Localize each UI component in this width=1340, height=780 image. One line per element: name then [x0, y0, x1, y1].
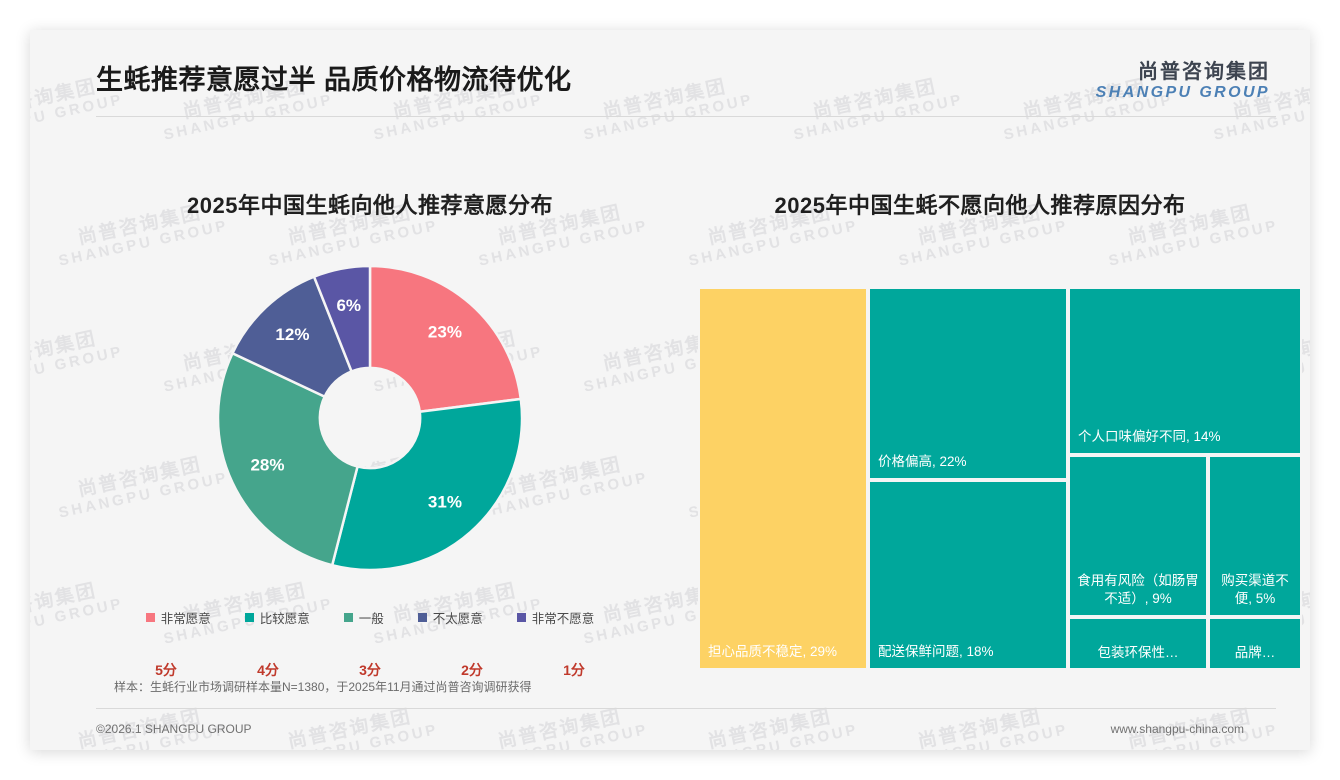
donut-slice[interactable] [216, 351, 360, 567]
treemap-cell[interactable]: 购买渠道不便, 5% [1208, 455, 1302, 617]
donut-slice[interactable] [230, 275, 354, 399]
treemap-cell[interactable]: 个人口味偏好不同, 14% [1068, 287, 1302, 455]
score-label: 3分 [359, 662, 381, 678]
donut-legend: 非常愿意 比较愿意 一般 不太愿意 非常不愿意 [70, 608, 670, 627]
treemap-cell[interactable]: 品牌… [1208, 617, 1302, 670]
score-label: 4分 [257, 662, 279, 678]
donut-slice-label: 23% [428, 322, 462, 341]
donut-slice-label: 6% [336, 296, 361, 315]
legend-label: 非常愿意 [160, 612, 211, 626]
treemap-cell-label: 配送保鲜问题, 18% [878, 643, 994, 659]
sample-note: 样本：生蚝行业市场调研样本量N=1380，于2025年11月通过尚普咨询调研获得 [114, 680, 532, 694]
slide-header: 生蚝推荐意愿过半 品质价格物流待优化 尚普咨询集团 SHANGPU GROUP [30, 30, 1310, 114]
legend-item[interactable]: 比较愿意 [244, 608, 310, 627]
legend-swatch [343, 613, 353, 622]
donut-slice-label: 28% [250, 456, 284, 475]
treemap-cell-label: 购买渠道不便, 5% [1221, 572, 1289, 606]
treemap-cell[interactable]: 食用有风险（如肠胃不适）, 9% [1068, 455, 1208, 617]
treemap-cell[interactable]: 包装环保性… [1068, 617, 1208, 670]
treemap-chart-panel: 2025年中国生蚝不愿向他人推荐原因分布 担心品质不稳定, 29% 价格偏高, 2… [680, 140, 1302, 700]
donut-chart-panel: 2025年中国生蚝向他人推荐意愿分布 23% 31% 28% 12% 6% 非常愿意 比较… [70, 140, 670, 700]
treemap-cell-label: 包装环保性… [1097, 644, 1179, 660]
score-label: 2分 [461, 662, 483, 678]
legend-label: 比较愿意 [259, 612, 310, 626]
legend-label: 非常不愿意 [531, 612, 595, 626]
brand-logo: 尚普咨询集团 SHANGPU GROUP [1096, 61, 1270, 102]
legend-swatch [516, 613, 526, 622]
treemap-cell[interactable]: 价格偏高, 22% [868, 287, 1068, 480]
donut-slice-label: 12% [275, 325, 309, 344]
treemap-chart: 担心品质不稳定, 29% 价格偏高, 22% 配送保鲜问题, 18% 个人口味偏好不同… [698, 287, 1302, 670]
legend-item[interactable]: 非常不愿意 [516, 608, 595, 627]
page-title: 生蚝推荐意愿过半 品质价格物流待优化 [96, 65, 572, 95]
treemap-cell[interactable]: 担心品质不稳定, 29% [698, 287, 868, 670]
treemap-cell-label: 食用有风险（如肠胃不适）, 9% [1077, 572, 1199, 606]
treemap-cell-label: 个人口味偏好不同, 14% [1078, 428, 1221, 444]
footer-copyright: ©2026.1 SHANGPU GROUP [96, 722, 252, 736]
slide-footer: ©2026.1 SHANGPU GROUP www.shangpu-china.… [30, 716, 1310, 750]
footer-website: www.shangpu-china.com [1110, 722, 1244, 736]
legend-swatch [145, 613, 155, 622]
donut-chart-title: 2025年中国生蚝向他人推荐意愿分布 [187, 193, 553, 218]
legend-swatch [417, 613, 427, 622]
legend-item[interactable]: 一般 [343, 608, 384, 627]
treemap-cell-label: 价格偏高, 22% [878, 453, 967, 469]
score-label: 5分 [155, 662, 177, 678]
treemap-chart-title: 2025年中国生蚝不愿向他人推荐原因分布 [774, 193, 1186, 218]
donut-svg: 23% 31% 28% 12% 6% [216, 264, 524, 572]
slide-canvas: 尚普咨询集团 SHANGPU GROUP 尚普咨询集团 SHANGPU GROUP 尚普… [30, 30, 1310, 750]
header-divider [96, 116, 1276, 117]
treemap-cell[interactable]: 配送保鲜问题, 18% [868, 480, 1068, 670]
donut-slice-label: 31% [428, 492, 462, 511]
footer-divider [96, 708, 1276, 709]
donut-slice[interactable] [368, 264, 523, 414]
legend-swatch [244, 613, 254, 622]
score-label: 1分 [563, 662, 585, 678]
donut-slice[interactable] [330, 397, 524, 572]
logo-english-text: SHANGPU GROUP [1095, 84, 1270, 101]
legend-item[interactable]: 非常愿意 [145, 608, 211, 627]
donut-slice[interactable] [312, 264, 372, 373]
score-row: 5分 4分 3分 2分 1分 [70, 660, 670, 680]
legend-item[interactable]: 不太愿意 [417, 608, 483, 627]
legend-label: 不太愿意 [432, 612, 483, 626]
donut-chart: 23% 31% 28% 12% 6% [210, 258, 530, 578]
logo-chinese-text: 尚普咨询集团 [1138, 61, 1270, 83]
legend-label: 一般 [358, 612, 384, 626]
treemap-cell-label: 品牌… [1234, 644, 1276, 660]
treemap-cell-label: 担心品质不稳定, 29% [708, 643, 838, 659]
